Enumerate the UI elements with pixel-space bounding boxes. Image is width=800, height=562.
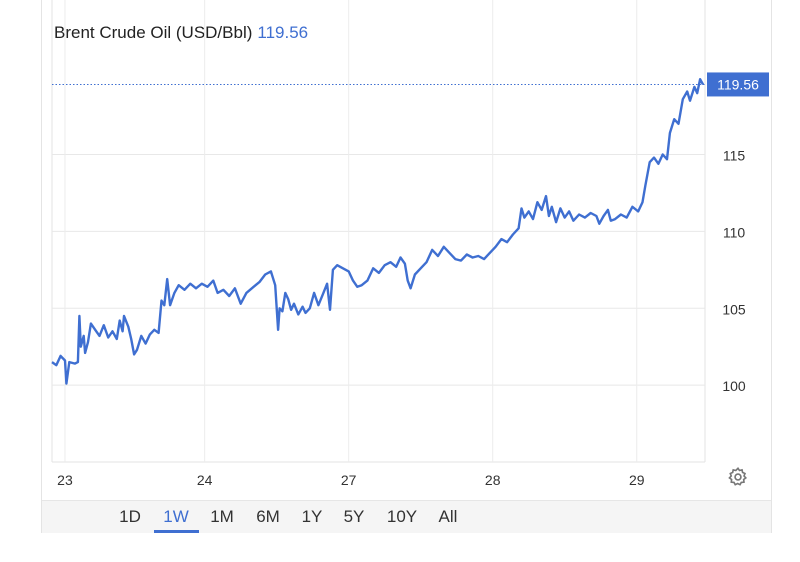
range-button-1m[interactable]: 1M <box>210 507 234 526</box>
gear-icon[interactable] <box>727 466 749 488</box>
active-range-underline <box>154 530 199 533</box>
last-price-label: 119.56 <box>717 76 759 92</box>
range-button-5y[interactable]: 5Y <box>343 507 365 526</box>
chart-title-last-value: 119.56 <box>257 23 309 42</box>
y-tick-label: 110 <box>723 224 746 240</box>
chart-title-text: Brent Crude Oil (USD/Bbl) <box>54 23 253 42</box>
x-tick-label: 27 <box>341 472 357 488</box>
x-tick-label: 23 <box>57 472 73 488</box>
last-price-box <box>707 72 769 97</box>
range-selector: 1D 1W 1M 6M 1Y 5Y 10Y All <box>42 500 771 533</box>
range-button-10y[interactable]: 10Y <box>386 507 418 526</box>
range-button-1y[interactable]: 1Y <box>301 507 323 526</box>
range-button-6m[interactable]: 6M <box>256 507 280 526</box>
y-tick-label: 105 <box>722 301 746 317</box>
x-tick-label: 29 <box>629 472 645 488</box>
x-tick-label: 24 <box>197 472 213 488</box>
range-button-1w[interactable]: 1W <box>163 507 189 526</box>
range-button-1d[interactable]: 1D <box>119 507 141 526</box>
price-chart[interactable]: 100 105 110 115 23 24 27 28 29 119.56 <box>0 0 800 500</box>
y-tick-label: 115 <box>723 148 746 164</box>
x-tick-label: 28 <box>485 472 501 488</box>
y-tick-label: 100 <box>722 378 746 394</box>
price-series-line <box>51 78 705 385</box>
range-button-all[interactable]: All <box>438 507 458 526</box>
chart-title: Brent Crude Oil (USD/Bbl) 119.56 <box>54 23 308 43</box>
